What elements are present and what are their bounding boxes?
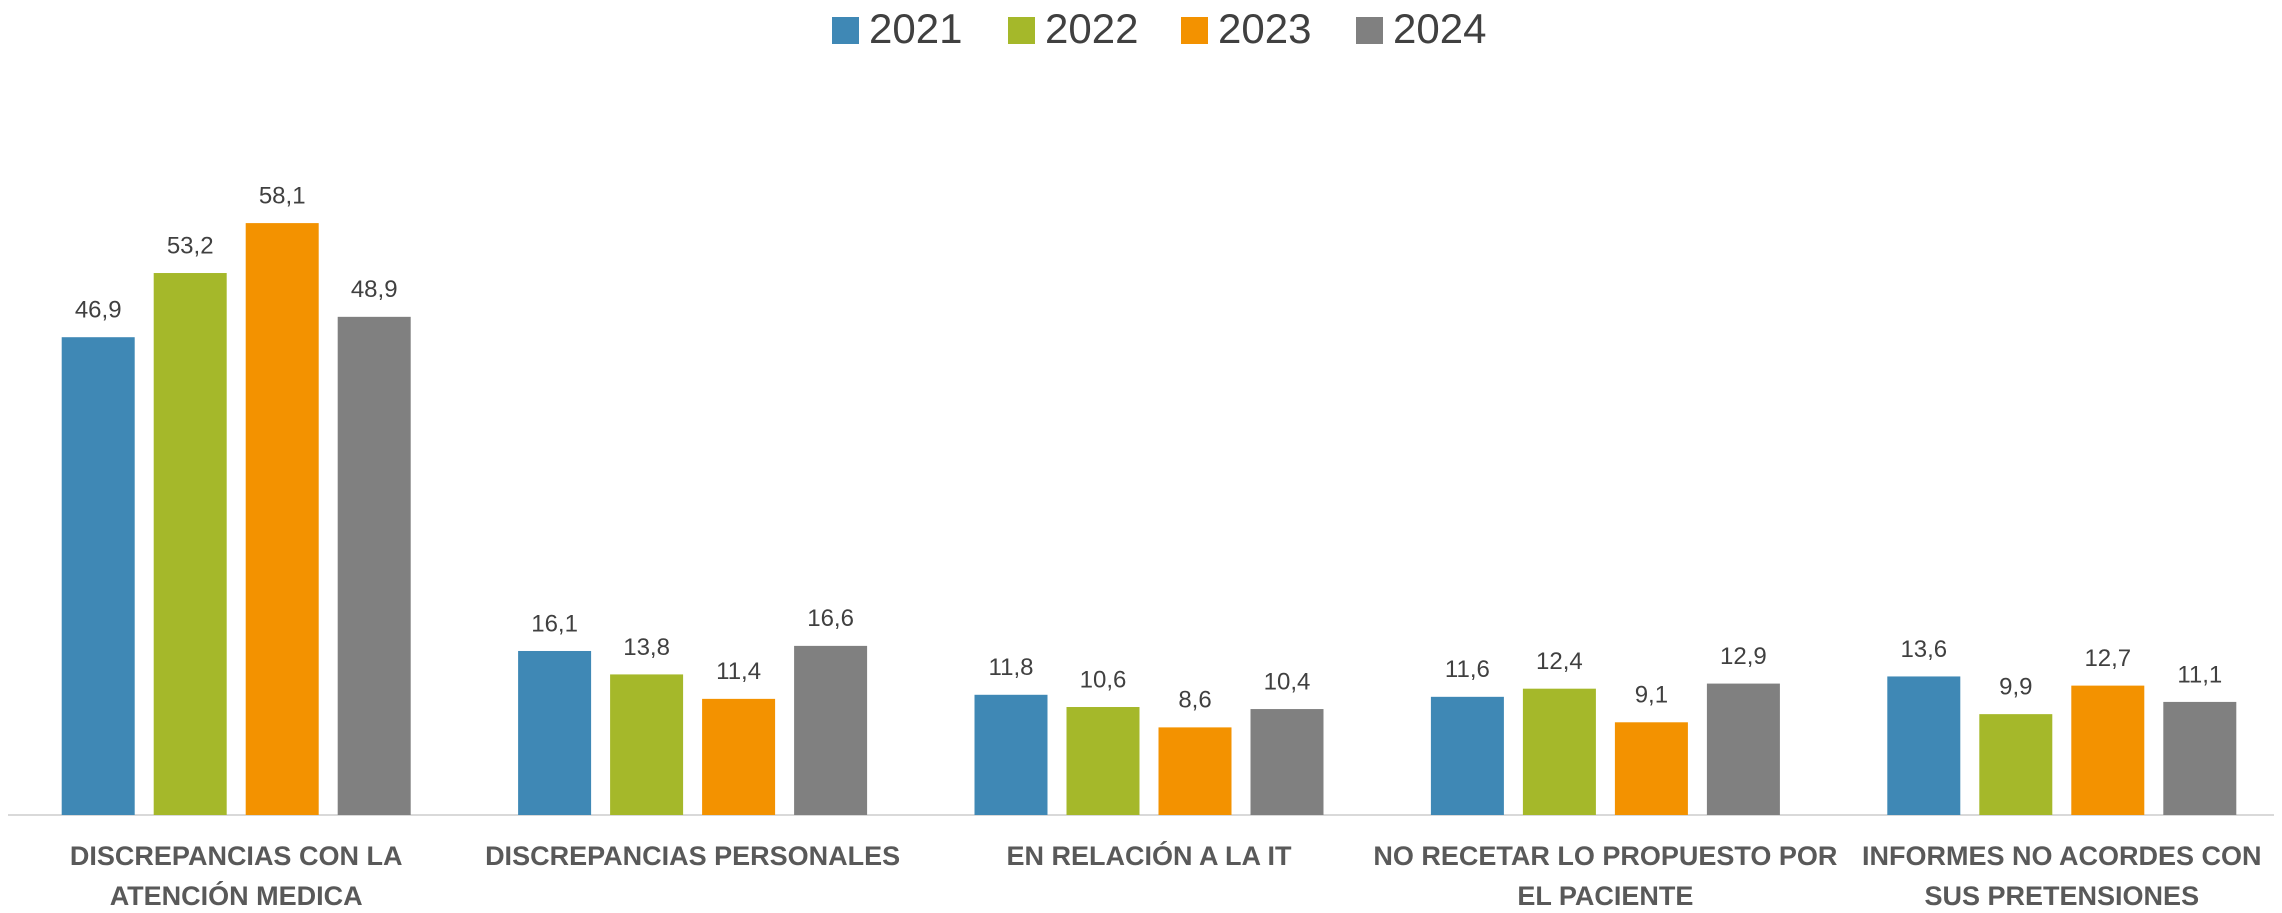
bar xyxy=(1250,709,1324,815)
data-label: 48,9 xyxy=(351,276,398,303)
data-label: 11,6 xyxy=(1445,656,1490,683)
bar xyxy=(1979,714,2053,815)
data-label: 53,2 xyxy=(167,232,214,259)
legend-swatch xyxy=(1181,17,1208,44)
data-label: 12,4 xyxy=(1536,648,1583,675)
bar xyxy=(1430,696,1504,815)
legend-swatch xyxy=(1356,17,1383,44)
bar xyxy=(702,698,776,815)
bar xyxy=(337,316,411,815)
data-label: 10,4 xyxy=(1264,668,1311,695)
bar xyxy=(974,694,1048,815)
data-label: 8,6 xyxy=(1178,687,1211,714)
data-label: 58,1 xyxy=(259,182,306,209)
x-tick-label: EL PACIENTE xyxy=(1517,881,1693,911)
bar xyxy=(1522,688,1596,815)
data-label: 11,4 xyxy=(716,658,761,685)
x-tick-label: DISCREPANCIAS CON LA xyxy=(70,841,403,871)
legend-swatch xyxy=(832,17,859,44)
legend-swatch xyxy=(1008,17,1035,44)
bar xyxy=(1614,722,1688,815)
x-tick-label: ATENCIÓN MEDICA xyxy=(110,880,363,911)
data-label: 12,7 xyxy=(2084,645,2131,672)
bar xyxy=(245,223,319,815)
legend-label: 2023 xyxy=(1218,5,1311,52)
bar xyxy=(1706,683,1780,815)
bar xyxy=(518,650,592,815)
data-label: 16,1 xyxy=(531,610,578,637)
data-label: 9,1 xyxy=(1635,682,1668,709)
x-tick-label: NO RECETAR LO PROPUESTO POR xyxy=(1373,841,1837,871)
bar xyxy=(2071,685,2145,815)
data-label: 13,6 xyxy=(1900,636,1947,663)
data-label: 11,8 xyxy=(989,654,1034,681)
bar xyxy=(1066,707,1140,815)
x-tick-label: EN RELACIÓN A LA IT xyxy=(1007,840,1292,871)
data-label: 46,9 xyxy=(75,297,122,324)
data-label: 9,9 xyxy=(1999,673,2032,700)
bar xyxy=(153,273,227,815)
data-label: 16,6 xyxy=(807,605,854,632)
data-label: 10,6 xyxy=(1080,666,1127,693)
bar xyxy=(1887,676,1961,815)
bar xyxy=(1158,727,1232,815)
bar xyxy=(2163,701,2237,815)
data-label: 13,8 xyxy=(623,634,670,661)
data-label: 12,9 xyxy=(1720,643,1767,670)
x-tick-label: DISCREPANCIAS PERSONALES xyxy=(485,841,900,871)
x-tick-label: SUS PRETENSIONES xyxy=(1925,881,2200,911)
legend-label: 2021 xyxy=(869,5,962,52)
legend-label: 2024 xyxy=(1393,5,1486,52)
bar xyxy=(61,337,135,815)
data-label: 11,1 xyxy=(2177,661,2222,688)
bar xyxy=(610,674,684,815)
x-tick-label: INFORMES NO ACORDES CON xyxy=(1862,841,2262,871)
legend-label: 2022 xyxy=(1045,5,1138,52)
bar xyxy=(794,645,868,815)
